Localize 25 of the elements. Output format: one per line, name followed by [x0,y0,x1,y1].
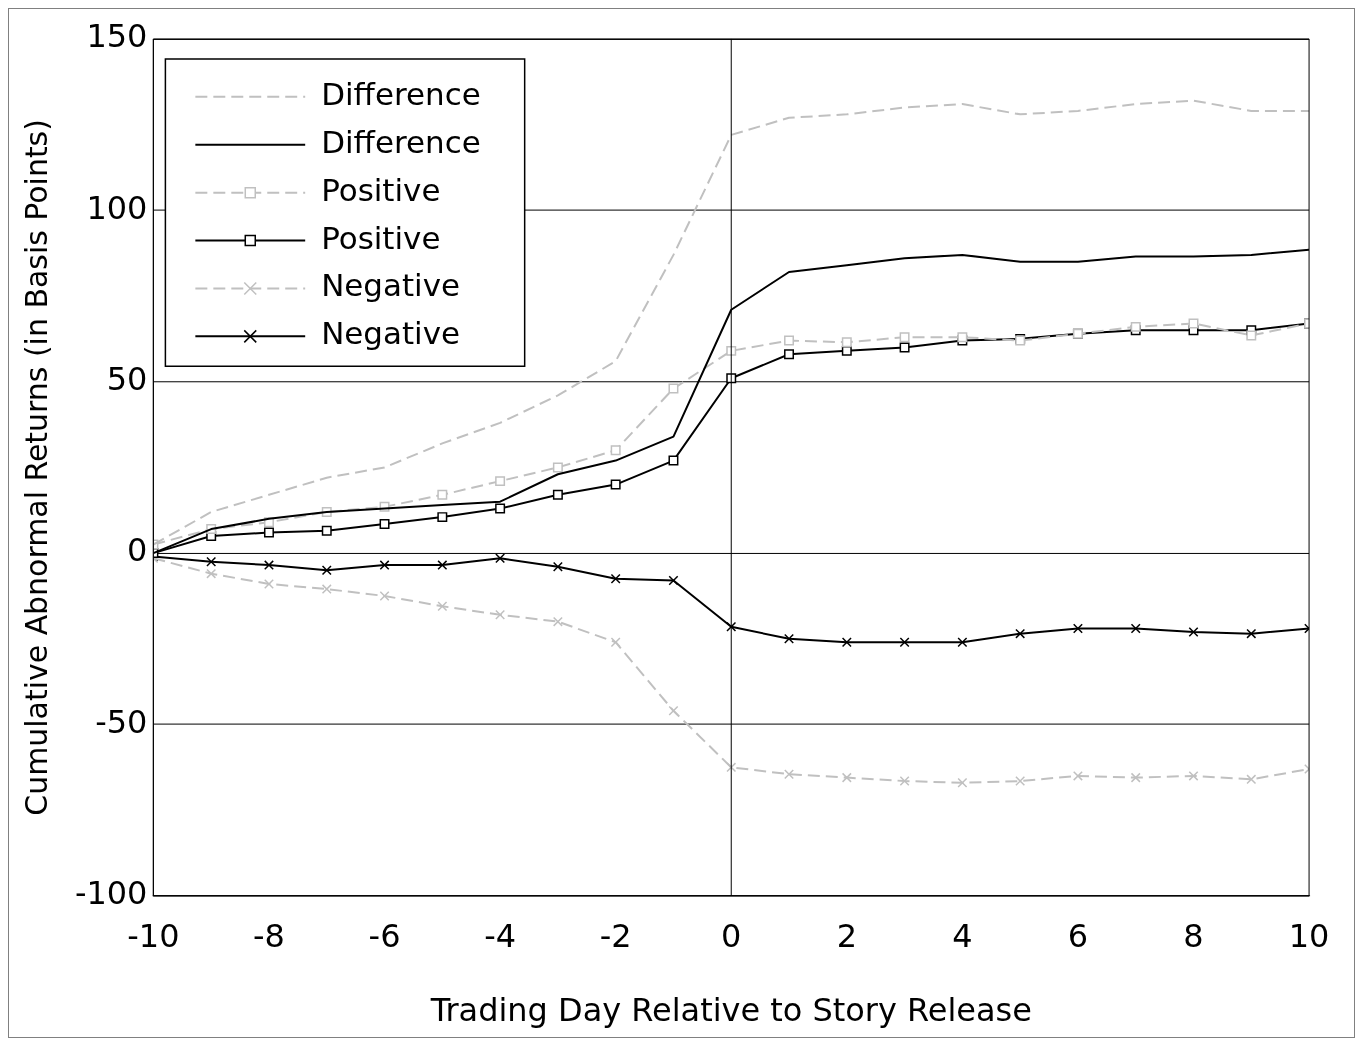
x-tick-label: -2 [599,917,632,956]
x-tick-label: -6 [368,917,401,956]
x-tick-label: 8 [1183,917,1204,956]
legend-label: Negative [321,267,461,304]
x-tick-label: 6 [1067,917,1089,956]
x-tick-label: -8 [253,917,285,956]
y-tick-label: 50 [106,360,148,399]
legend-label: Positive [321,171,441,208]
y-tick-label: 100 [86,188,148,227]
legend-label: Negative [321,315,461,352]
x-axis-title: Trading Day Relative to Story Release [429,991,1032,1030]
y-tick-label: 150 [86,17,148,56]
x-tick-label: 0 [721,917,742,956]
y-tick-label: -100 [74,874,148,913]
legend-label: Difference [321,123,481,160]
x-tick-label: -10 [127,917,180,956]
x-tick-label: -4 [484,917,517,956]
x-tick-label: 2 [836,917,857,956]
y-tick-label: -50 [95,702,148,741]
legend-label: Difference [321,75,481,112]
x-tick-label: 10 [1288,917,1330,956]
y-tick-label: 0 [127,531,148,570]
y-axis-title: Cumulative Abnormal Returns (in Basis Points) [18,119,54,816]
legend-label: Positive [321,219,441,256]
x-tick-label: 4 [952,917,973,956]
